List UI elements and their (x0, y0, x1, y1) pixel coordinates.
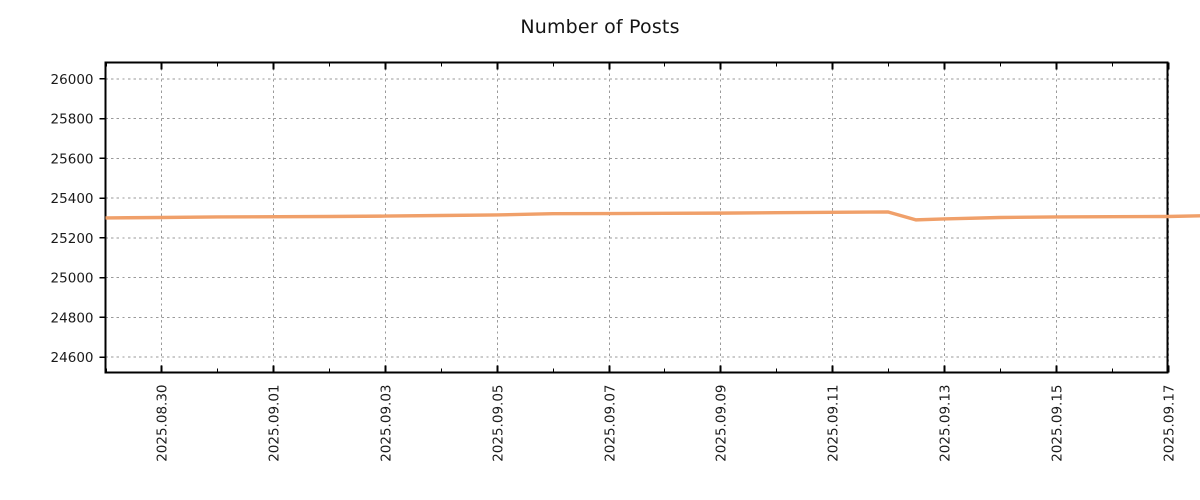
chart-title: Number of Posts (520, 16, 680, 38)
y-axis-tick-label: 25200 (51, 231, 94, 247)
y-axis-ticks (99, 78, 106, 358)
data-series-group (105, 210, 1200, 222)
y-axis-tick-label: 26000 (51, 72, 94, 88)
series-line-number-of-posts (105, 210, 1200, 222)
y-axis-tick-label: 25400 (51, 191, 94, 207)
y-axis-tick-label: 25600 (51, 151, 94, 167)
x-axis-tick-label: 2025.09.05 (491, 385, 507, 462)
y-axis-tick-label: 24800 (51, 310, 94, 326)
horizontal-gridlines (105, 78, 1168, 358)
x-axis-tick-label: 2025.09.01 (267, 385, 283, 462)
x-axis-tick-label: 2025.09.07 (603, 385, 619, 462)
y-axis-tick-label: 25800 (51, 112, 94, 128)
y-axis-tick-labels: 26000 25800 25600 25400 25200 25000 24800 24600 (51, 72, 94, 366)
x-axis-tick-label: 2025.09.17 (1162, 385, 1178, 462)
x-axis-tick-label: 2025.09.03 (379, 385, 395, 462)
x-axis-tick-label: 2025.09.15 (1050, 385, 1066, 462)
x-axis-tick-label: 2025.09.09 (714, 385, 730, 462)
vertical-gridlines (161, 62, 1169, 373)
x-axis-tick-label: 2025.08.30 (155, 385, 171, 462)
y-axis-tick-label: 24600 (51, 350, 94, 366)
x-axis-major-ticks (160, 62, 1170, 373)
y-axis-tick-label: 25000 (51, 271, 94, 287)
x-axis-tick-label: 2025.09.13 (938, 385, 954, 462)
x-axis-tick-labels: 2025.08.30 2025.09.01 2025.09.03 2025.09.05… (155, 385, 1178, 462)
x-axis-tick-label: 2025.09.11 (826, 385, 842, 462)
